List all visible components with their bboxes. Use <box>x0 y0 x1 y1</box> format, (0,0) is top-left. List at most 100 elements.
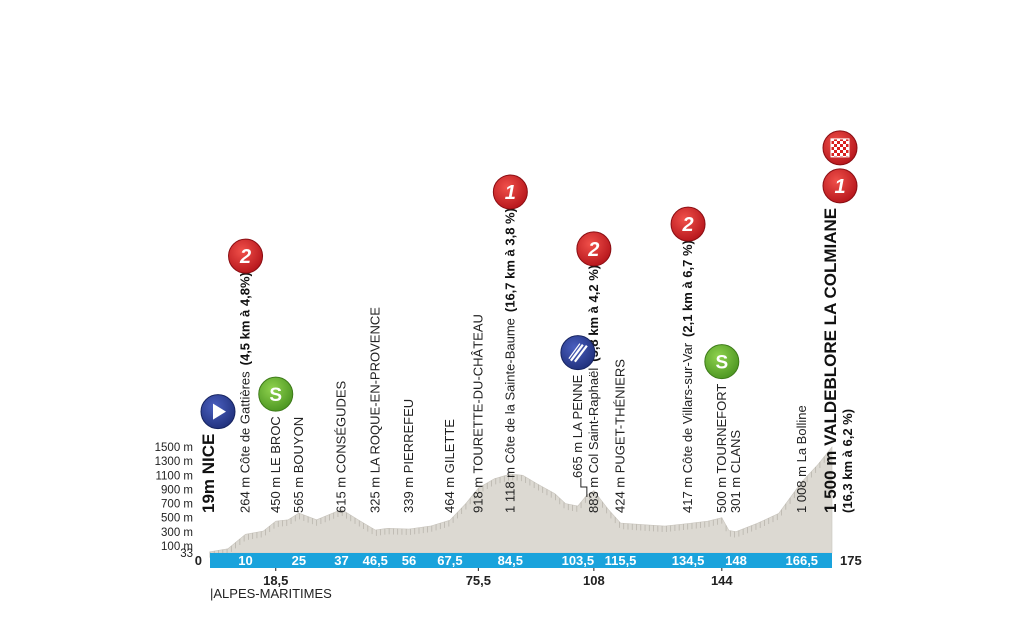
waypoint-text: 1 008 m La Bolline <box>794 405 809 513</box>
elevation-area <box>209 446 833 554</box>
waypoint-name: Côte de la Sainte-Baume <box>502 318 517 463</box>
svg-text:2: 2 <box>239 246 251 268</box>
waypoint-name: PUGET-THÉNIERS <box>613 359 628 473</box>
distance-band: 0 175 10 25 37 46,5 56 67,5 84,5 103,5 115,5 134,5 1… <box>195 553 862 588</box>
km-tick-label: 134,5 <box>672 553 705 568</box>
waypoint-label: 565 m BOUYON <box>291 417 306 513</box>
waypoint-text: 565 m BOUYON <box>291 417 306 513</box>
altitude-tick-label: 300 m <box>161 527 193 539</box>
altitude-tick-label: 1300 m <box>155 456 193 468</box>
altitude-tick-label: 100 m <box>161 541 193 553</box>
finish-km-label: 175 <box>840 553 862 568</box>
svg-text:S: S <box>715 353 728 374</box>
feed-zone-icon <box>560 335 596 371</box>
waypoint-name: CONSÉGUDES <box>334 380 349 473</box>
waypoint-text: 500 m TOURNEFORT <box>714 384 729 513</box>
category-2-climb-icon: 2 <box>576 231 612 267</box>
altitude-tick-label: 700 m <box>161 499 193 511</box>
waypoint-text: 883 m Col Saint-Raphaël (5,8 km à 4,2 %) <box>586 265 601 513</box>
km-tick-label: 37 <box>334 553 348 568</box>
waypoint-label: 883 m Col Saint-Raphaël (5,8 km à 4,2 %) <box>586 265 601 513</box>
km-tick-label: 67,5 <box>437 553 462 568</box>
start-km-label: 0 <box>195 553 202 568</box>
svg-text:1: 1 <box>505 182 516 204</box>
waypoint-text: 339 m PIERREFEU <box>401 399 416 513</box>
km-tick-label: 46,5 <box>363 553 388 568</box>
km-tick-label: 18,5 <box>263 573 288 588</box>
waypoint-text: 325 m LA ROQUE-EN-PROVENCE <box>367 307 382 513</box>
waypoint-text: 1 500 m VALDEBLORE LA COLMIANE <box>821 208 840 513</box>
waypoint-name: GILETTE <box>442 419 457 474</box>
waypoint-text: 264 m Côte de Gattières (4,5 km à 4,8%) <box>238 272 253 513</box>
waypoint-label: 1 118 m Côte de la Sainte-Baume (16,7 km … <box>502 208 517 513</box>
climb-details: (2,1 km à 6,7 %) <box>680 240 695 337</box>
waypoint-name: LE BROC <box>268 416 283 473</box>
waypoint-label: 665 m LA PENNE <box>570 374 585 478</box>
waypoint-altitude: 500 m <box>714 473 729 513</box>
waypoint-name: Côte de Villars-sur-Var <box>680 342 695 473</box>
climb-details: (16,7 km à 3,8 %) <box>502 208 517 312</box>
waypoint-text: 1 118 m Côte de la Sainte-Baume (16,7 km … <box>502 208 517 513</box>
waypoint-label: 450 m LE BROC <box>268 416 283 513</box>
climb-details: (4,5 km à 4,8%) <box>238 272 253 365</box>
waypoint-altitude: 325 m <box>367 473 382 513</box>
waypoint-icons: 2 S 1 2 2 S 1 <box>200 130 858 430</box>
waypoint-text: 615 m CONSÉGUDES <box>334 380 349 513</box>
waypoint-text: 450 m LE BROC <box>268 416 283 513</box>
waypoint-name: TOURETTE-DU-CHÂTEAU <box>470 314 485 473</box>
intermediate-sprint-icon: S <box>704 344 740 380</box>
climb-details: (16,3 km à 6,2 %) <box>840 409 855 513</box>
svg-text:2: 2 <box>681 214 693 236</box>
waypoint-altitude: 615 m <box>334 473 349 513</box>
waypoint-label: 500 m TOURNEFORT <box>714 384 729 513</box>
waypoint-altitude: 264 m <box>238 473 253 513</box>
waypoint-name: TOURNEFORT <box>714 384 729 474</box>
waypoint-label: 264 m Côte de Gattières (4,5 km à 4,8%) <box>238 272 253 513</box>
waypoint-altitude: 665 m <box>570 438 585 478</box>
waypoint-altitude: 1 500 m <box>821 446 840 513</box>
waypoint-label: 464 m GILETTE <box>442 419 457 513</box>
waypoint-altitude: 424 m <box>613 473 628 513</box>
climb-details: (5,8 km à 4,2 %) <box>586 265 601 362</box>
km-tick-label: 108 <box>583 573 605 588</box>
altitude-tick-label: 1500 m <box>155 442 193 454</box>
waypoint-labels: 19m NICE 264 m Côte de Gattières (4,5 km à… <box>199 208 855 513</box>
km-tick-label: 166,5 <box>786 553 819 568</box>
altitude-tick-label: 1100 m <box>155 470 193 482</box>
distance-band-bar <box>210 553 832 568</box>
svg-text:1: 1 <box>834 176 845 198</box>
elevation-profile <box>209 446 833 558</box>
km-tick-label: 10 <box>238 553 252 568</box>
waypoint-label: 1 008 m La Bolline <box>794 405 809 513</box>
waypoint-text: 464 m GILETTE <box>442 419 457 513</box>
waypoint-altitude: 883 m <box>586 473 601 513</box>
waypoint-label: 339 m PIERREFEU <box>401 399 416 513</box>
waypoint-label: 19m NICE <box>199 434 218 513</box>
feed-zone-leader-line <box>580 478 588 497</box>
km-tick-label: 56 <box>402 553 416 568</box>
waypoint-altitude: 19m <box>199 474 218 513</box>
km-tick-label: 148 <box>725 553 747 568</box>
waypoint-altitude: 1 118 m <box>502 463 517 513</box>
category-2-climb-icon: 2 <box>228 238 264 274</box>
svg-text:2: 2 <box>587 239 599 261</box>
waypoint-label: 325 m LA ROQUE-EN-PROVENCE <box>367 307 382 513</box>
department-label: |ALPES-MARITIMES <box>210 586 332 601</box>
km-tick-label: 25 <box>292 553 306 568</box>
altitude-tick-label: 500 m <box>161 513 193 525</box>
waypoint-altitude: 464 m <box>442 473 457 513</box>
svg-text:S: S <box>269 385 282 406</box>
intermediate-sprint-icon: S <box>258 376 294 412</box>
waypoint-text: 918 m TOURETTE-DU-CHÂTEAU <box>470 314 485 513</box>
waypoint-name: La Bolline <box>794 405 809 462</box>
waypoint-label: 918 m TOURETTE-DU-CHÂTEAU <box>470 314 485 513</box>
waypoint-label: 301 m CLANS <box>728 430 743 513</box>
waypoint-name: VALDEBLORE LA COLMIANE <box>821 208 840 446</box>
waypoint-altitude: 339 m <box>401 473 416 513</box>
waypoint-text: 424 m PUGET-THÉNIERS <box>613 359 628 513</box>
altitude-axis: 1500 m 1300 m 1100 m 900 m 700 m 500 m 300 m 10… <box>155 442 193 560</box>
waypoint-name: LA PENNE <box>570 374 585 438</box>
km-tick-label: 75,5 <box>466 573 491 588</box>
altitude-tick-label: 900 m <box>161 484 193 496</box>
